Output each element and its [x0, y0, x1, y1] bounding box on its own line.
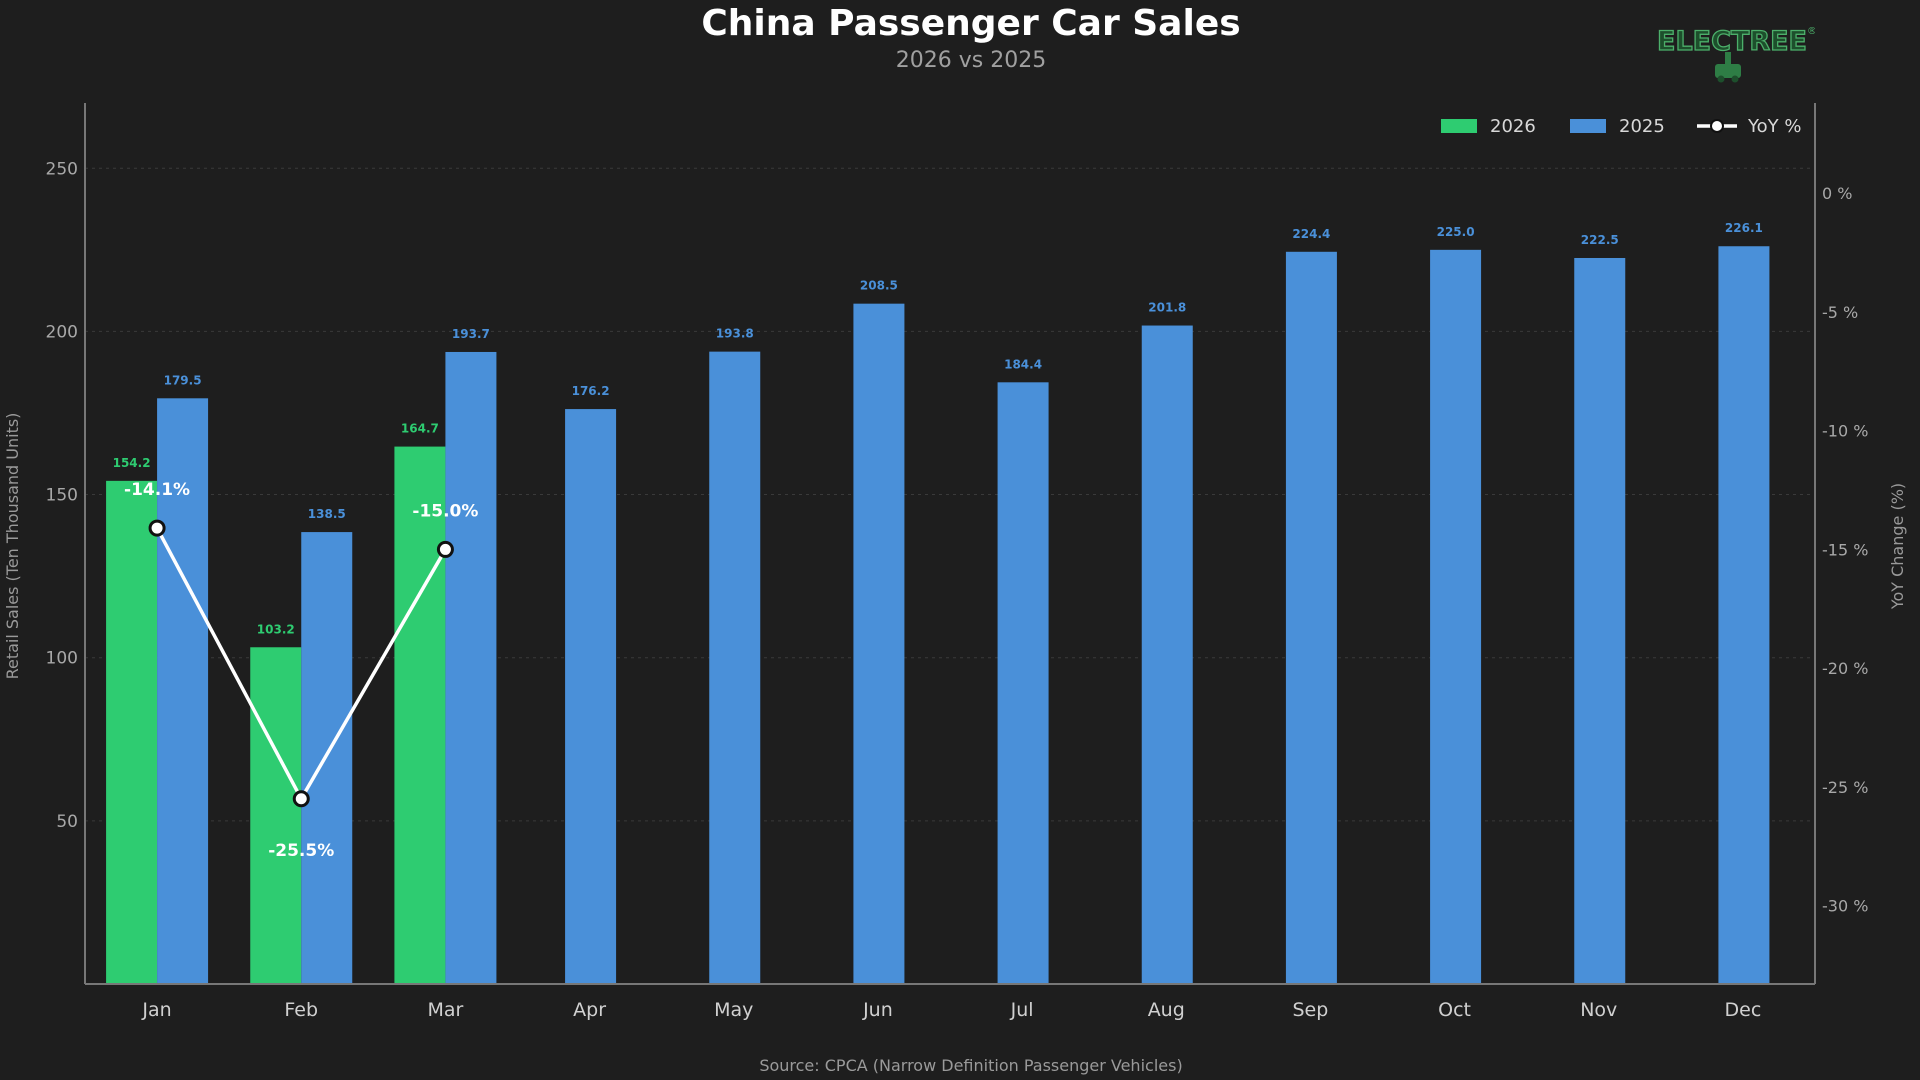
bar-2025-label: 224.4: [1292, 227, 1330, 241]
bar-2025: [1430, 249, 1482, 985]
bar-2025: [997, 382, 1049, 984]
bar-2025-label: 138.5: [308, 507, 346, 521]
x-tick-label: Sep: [1293, 999, 1329, 1021]
bar-2026-label: 103.2: [257, 622, 295, 636]
legend-swatch-2026: [1441, 119, 1477, 133]
bar-2025: [157, 398, 209, 984]
y2-tick-label: 0 %: [1822, 184, 1852, 203]
bar-2025-label: 193.7: [452, 327, 490, 341]
bar-2025-label: 184.4: [1004, 357, 1042, 371]
yoy-point: [148, 519, 166, 537]
registered-mark: ®: [1807, 26, 1815, 37]
bar-2025-label: 208.5: [860, 279, 898, 293]
bar-2025: [565, 409, 617, 984]
bar-2025: [853, 303, 905, 984]
y2-tick-label: -5 %: [1822, 303, 1858, 322]
bars: 154.2 179.5 103.2 138.5 164.7 193.7 176.2 193.8…: [106, 221, 1770, 985]
bar-2026-label: 164.7: [401, 422, 439, 436]
legend: 2026 2025 YoY %: [1441, 116, 1801, 137]
y2-tick-label: -30 %: [1822, 897, 1868, 916]
legend-label-yoy: YoY %: [1747, 116, 1801, 137]
x-tick-label: Oct: [1438, 999, 1471, 1021]
bar-2026: [250, 647, 302, 984]
legend-marker-yoy: [1710, 119, 1724, 133]
x-tick-label: Jan: [141, 999, 171, 1021]
x-tick-label: Jun: [862, 999, 893, 1021]
y-tick-label: 200: [46, 322, 78, 342]
bar-2026: [106, 480, 158, 984]
x-tick-label: Nov: [1580, 999, 1617, 1021]
legend-swatch-2025: [1570, 119, 1606, 133]
y-tick-label: 150: [46, 486, 78, 506]
bar-2025-label: 201.8: [1148, 301, 1186, 315]
yoy-label: -14.1%: [124, 480, 190, 500]
bar-2025-label: 222.5: [1581, 233, 1619, 247]
bar-2025-label: 193.8: [716, 327, 754, 341]
x-tick-label: Jul: [1010, 999, 1034, 1021]
bar-2025: [1574, 257, 1626, 985]
y2-tick-label: -15 %: [1822, 540, 1868, 559]
yoy-label: -15.0%: [412, 501, 478, 521]
yoy-line: -14.1% -25.5% -15.0%: [124, 480, 478, 861]
bar-2025: [1141, 325, 1193, 985]
y2-tick-label: -20 %: [1822, 659, 1868, 678]
bar-2025: [445, 351, 497, 984]
y2-tick-label: -10 %: [1822, 422, 1868, 441]
y-axis-label: Retail Sales (Ten Thousand Units): [3, 413, 22, 680]
legend-label-2025: 2025: [1619, 116, 1665, 137]
x-tick-label: May: [714, 999, 753, 1021]
y-tick-label: 250: [46, 159, 78, 179]
bar-2025: [1285, 251, 1337, 984]
legend-label-2026: 2026: [1490, 116, 1536, 137]
y2-tick-label: -25 %: [1822, 778, 1868, 797]
bar-2025-label: 226.1: [1725, 221, 1763, 235]
bar-2025-label: 179.5: [164, 373, 202, 387]
logo-text: ELECTREE: [1657, 26, 1807, 57]
y2-axis-label: YoY Change (%): [1888, 483, 1907, 610]
yoy-point: [436, 540, 454, 558]
bar-2025: [1718, 246, 1770, 984]
bar-2025-label: 225.0: [1437, 225, 1475, 239]
x-tick-label: Mar: [427, 999, 463, 1021]
tree-car-icon: [1715, 52, 1741, 83]
x-tick-label: Aug: [1148, 999, 1185, 1021]
x-tick-label: Feb: [284, 999, 318, 1021]
grid-lines: [85, 167, 1815, 822]
yoy-point: [292, 790, 310, 808]
bar-2026: [394, 446, 446, 985]
x-tick-label: Apr: [573, 999, 606, 1021]
chart-title: China Passenger Car Sales: [701, 3, 1240, 44]
y-tick-label: 100: [46, 649, 78, 669]
bar-2026-label: 154.2: [113, 456, 151, 470]
bar-2025-label: 176.2: [572, 384, 610, 398]
y-tick-label: 50: [56, 812, 78, 832]
chart-subtitle: 2026 vs 2025: [896, 48, 1046, 73]
axes: 50 100 150 200 250 0 % -5 % -10 % -15 % -20 % -25 …: [46, 103, 1868, 1021]
electree-logo: ELECTREE ®: [1655, 22, 1817, 84]
x-tick-label: Dec: [1725, 999, 1762, 1021]
yoy-label: -25.5%: [268, 841, 334, 861]
bar-2025: [709, 351, 761, 984]
source-note: Source: CPCA (Narrow Definition Passenge…: [759, 1056, 1182, 1075]
